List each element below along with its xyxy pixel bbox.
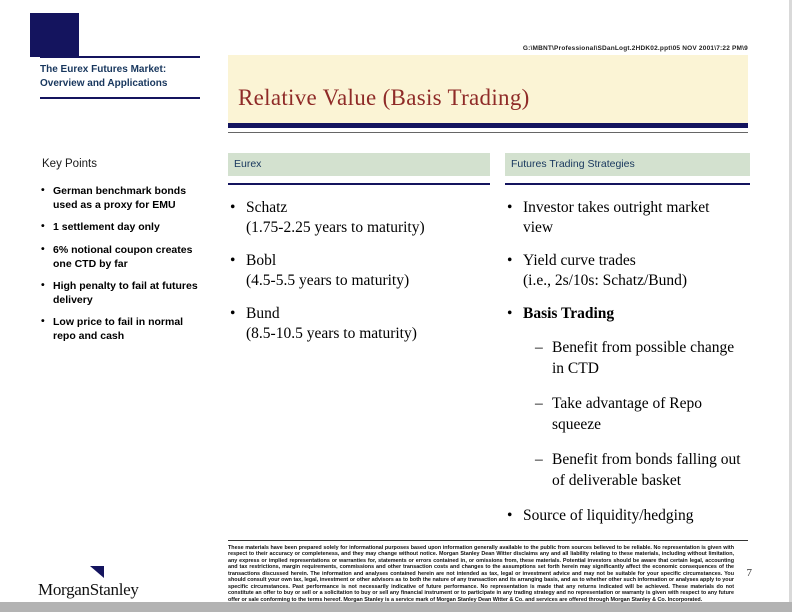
deck-title-line-1: The Eurex Futures Market: xyxy=(40,64,167,75)
basis-sub-item-line: of deliverable basket xyxy=(552,471,682,489)
right-edge xyxy=(789,0,792,612)
deck-title: The Eurex Futures Market: Overview and A… xyxy=(40,56,200,99)
disclaimer-text: These materials have been prepared solel… xyxy=(228,545,734,603)
strategies-column-header: Futures Trading Strategies xyxy=(505,153,750,176)
eurex-item-maturity: (1.75-2.25 years to maturity) xyxy=(246,219,425,237)
eurex-list: Schatz (1.75-2.25 years to maturity) Bob… xyxy=(228,198,490,345)
strategy-item-line: Investor takes outright market xyxy=(523,199,710,216)
title-underline xyxy=(228,123,748,133)
strategy-item: Investor takes outright market view xyxy=(505,198,750,239)
morgan-stanley-logo: MorganStanley xyxy=(38,566,168,606)
key-point-item: German benchmark bonds used as a proxy f… xyxy=(40,184,198,212)
file-path-header: G:\MBNT\Professional\SDanLogt.2HDK02.ppt… xyxy=(522,45,748,52)
strategy-item-line: (i.e., 2s/10s: Schatz/Bund) xyxy=(523,272,688,290)
deck-title-line-2: Overview and Applications xyxy=(40,77,168,89)
strategy-item-line: view xyxy=(523,219,554,237)
logo-text: MorganStanley xyxy=(38,580,139,599)
strategies-list-tail: Source of liquidity/hedging xyxy=(505,506,750,527)
strategy-item-line: Basis Trading xyxy=(523,304,615,322)
basis-sub-item: Benefit from possible change in CTD xyxy=(535,338,750,379)
key-point-item: 6% notional coupon creates one CTD by fa… xyxy=(40,243,198,271)
strategies-header-rule xyxy=(505,183,750,185)
eurex-header-rule xyxy=(228,183,490,185)
basis-sub-item: Take advantage of Repo squeeze xyxy=(535,394,750,435)
key-point-item: Low price to fail in normal repo and cas… xyxy=(40,315,198,343)
key-points-heading: Key Points xyxy=(42,158,97,170)
strategy-item: Yield curve trades (i.e., 2s/10s: Schatz… xyxy=(505,251,750,292)
slide-title: Relative Value (Basis Trading) xyxy=(238,85,530,110)
strategy-item-line: Yield curve trades xyxy=(523,251,636,269)
strategies-column: Futures Trading Strategies Investor take… xyxy=(505,153,750,538)
eurex-item-name: Bobl xyxy=(246,251,277,269)
footer-rule xyxy=(228,540,748,541)
eurex-item: Bund (8.5-10.5 years to maturity) xyxy=(228,304,490,345)
eurex-item: Bobl (4.5-5.5 years to maturity) xyxy=(228,251,490,292)
basis-sub-item-line: Benefit from possible change xyxy=(552,339,735,357)
basis-sub-item-line: Take advantage of Repo xyxy=(552,395,702,413)
title-banner: Relative Value (Basis Trading) xyxy=(228,55,748,123)
basis-sub-item-line: squeeze xyxy=(552,415,602,433)
basis-sub-item-line: in CTD xyxy=(552,359,599,377)
eurex-item: Schatz (1.75-2.25 years to maturity) xyxy=(228,198,490,239)
key-point-item: 1 settlement day only xyxy=(40,220,198,235)
eurex-column-header: Eurex xyxy=(228,153,490,176)
basis-sub-item: Benefit from bonds falling out of delive… xyxy=(535,450,750,491)
basis-sub-item-line: Benefit from bonds falling out xyxy=(552,451,741,469)
eurex-item-maturity: (4.5-5.5 years to maturity) xyxy=(246,272,410,290)
corner-logo-block xyxy=(30,13,79,57)
eurex-item-name: Schatz xyxy=(246,199,288,216)
logo-pennant-icon xyxy=(90,566,104,578)
key-points-list: German benchmark bonds used as a proxy f… xyxy=(40,184,198,344)
key-point-item: High penalty to fail at futures delivery xyxy=(40,279,198,307)
basis-trading-sublist: Benefit from possible change in CTD Take… xyxy=(535,338,750,491)
key-points-column: Key Points German benchmark bonds used a… xyxy=(40,153,208,353)
strategies-list: Investor takes outright market view Yiel… xyxy=(505,198,750,325)
strategy-item-line: Source of liquidity/hedging xyxy=(523,506,694,524)
page-number: 7 xyxy=(746,567,753,579)
strategy-item: Source of liquidity/hedging xyxy=(505,506,750,527)
eurex-item-name: Bund xyxy=(246,304,280,322)
strategy-item-basis-trading: Basis Trading xyxy=(505,304,750,325)
bottom-edge xyxy=(0,602,792,612)
eurex-item-maturity: (8.5-10.5 years to maturity) xyxy=(246,325,417,343)
eurex-column: Eurex Schatz (1.75-2.25 years to maturit… xyxy=(228,153,490,357)
